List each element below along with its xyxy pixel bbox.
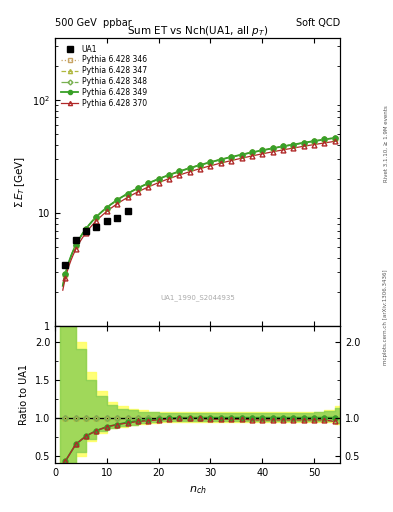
Text: 500 GeV  ppbar: 500 GeV ppbar [55, 17, 132, 28]
Legend: UA1, Pythia 6.428 346, Pythia 6.428 347, Pythia 6.428 348, Pythia 6.428 349, Pyt: UA1, Pythia 6.428 346, Pythia 6.428 347,… [59, 42, 149, 111]
Y-axis label: $\Sigma\,E_T\,[\mathrm{GeV}]$: $\Sigma\,E_T\,[\mathrm{GeV}]$ [13, 156, 27, 208]
Title: Sum ET vs Nch(UA1, all $p_T$): Sum ET vs Nch(UA1, all $p_T$) [127, 24, 268, 38]
Text: mcplots.cern.ch [arXiv:1306.3436]: mcplots.cern.ch [arXiv:1306.3436] [384, 270, 388, 365]
Text: Rivet 3.1.10, ≥ 1.9M events: Rivet 3.1.10, ≥ 1.9M events [384, 105, 388, 182]
Text: Soft QCD: Soft QCD [296, 17, 340, 28]
Y-axis label: Ratio to UA1: Ratio to UA1 [19, 365, 29, 425]
Text: UA1_1990_S2044935: UA1_1990_S2044935 [160, 294, 235, 301]
X-axis label: $n_{ch}$: $n_{ch}$ [189, 484, 206, 496]
